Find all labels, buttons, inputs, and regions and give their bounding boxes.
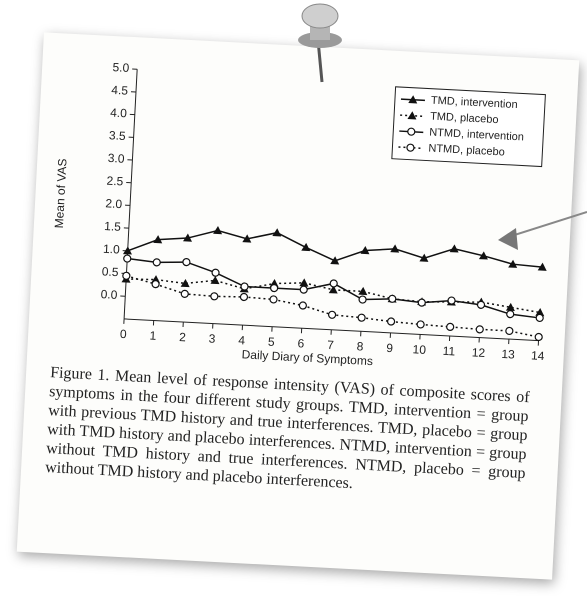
- x-tick-label: 6: [297, 336, 305, 350]
- point: [535, 307, 545, 317]
- point: [183, 233, 193, 242]
- point: [180, 289, 189, 298]
- point: [123, 254, 132, 263]
- point: [270, 283, 279, 293]
- x-tick-label: 5: [268, 335, 276, 349]
- figure-caption: Figure 1. Mean level of response intensi…: [44, 364, 530, 493]
- point: [416, 320, 425, 329]
- x-tick-label: 12: [471, 345, 485, 360]
- y-tick-label: 1.5: [104, 219, 122, 234]
- point: [182, 258, 191, 267]
- point: [210, 275, 220, 285]
- point: [388, 294, 397, 303]
- point: [506, 310, 515, 319]
- point: [360, 246, 370, 255]
- legend-marker: [408, 95, 418, 104]
- pin-body: [310, 18, 330, 40]
- point: [419, 253, 429, 262]
- point: [508, 259, 518, 268]
- point: [358, 286, 368, 296]
- y-tick-label: 5.0: [112, 60, 130, 75]
- y-tick-label: 4.0: [110, 106, 128, 121]
- x-tick-label: 0: [120, 327, 128, 341]
- y-tick-label: 3.5: [109, 128, 127, 143]
- legend-box: [391, 86, 546, 168]
- point: [390, 244, 400, 253]
- y-tick-label: 0.0: [100, 287, 118, 302]
- legend-label: TMD, placebo: [430, 111, 499, 127]
- point: [357, 313, 366, 322]
- point: [476, 300, 486, 309]
- point: [301, 242, 311, 252]
- point: [449, 244, 459, 253]
- point: [299, 285, 308, 294]
- point: [122, 271, 131, 280]
- point: [211, 268, 220, 277]
- x-tick-label: 8: [356, 339, 364, 353]
- legend-label: NTMD, placebo: [428, 143, 505, 159]
- y-tick-label: 2.5: [106, 174, 124, 189]
- point: [299, 278, 309, 287]
- legend-label: TMD, intervention: [431, 95, 518, 112]
- point: [298, 301, 307, 310]
- paper-card: Mean of VAS Daily Diary of Symptoms 0.0 0…: [16, 32, 580, 580]
- point: [239, 292, 249, 302]
- point: [446, 322, 455, 332]
- point: [122, 246, 132, 255]
- chart: Mean of VAS Daily Diary of Symptoms 0.0 0…: [52, 60, 547, 368]
- point: [534, 332, 543, 342]
- point: [447, 296, 456, 305]
- point: [269, 295, 278, 304]
- x-tick-label: 13: [501, 347, 515, 362]
- point: [505, 302, 515, 312]
- legend-label: NTMD, intervention: [429, 127, 524, 144]
- series-line: [127, 229, 543, 268]
- point: [535, 313, 544, 323]
- y-tick-label: 0.5: [101, 264, 119, 279]
- point: [327, 310, 337, 319]
- x-tick-label: 2: [179, 330, 187, 344]
- x-tick-label: 4: [238, 333, 246, 347]
- point: [180, 278, 190, 288]
- x-axis-label: Daily Diary of Symptoms: [241, 347, 373, 368]
- legend-marker: [407, 111, 417, 120]
- point: [475, 325, 484, 334]
- x-tick-label: 7: [327, 338, 335, 352]
- y-tick-label: 4.5: [111, 83, 129, 98]
- point: [242, 234, 252, 243]
- point: [213, 226, 223, 235]
- x-tick-label: 3: [208, 332, 216, 346]
- point: [387, 317, 396, 326]
- y-tick-label: 2.0: [105, 196, 123, 211]
- y-tick-label: 3.0: [107, 151, 125, 166]
- pin-head: [301, 3, 339, 29]
- y-tick-label: 1.0: [103, 242, 121, 257]
- point: [417, 298, 426, 307]
- point: [272, 228, 282, 237]
- x-tick-label: 9: [386, 341, 394, 355]
- point: [330, 256, 340, 265]
- point: [329, 279, 338, 288]
- y-axis-label: Mean of VAS: [52, 158, 70, 228]
- point: [152, 258, 161, 267]
- point: [478, 251, 488, 260]
- x-tick-label: 10: [412, 342, 426, 357]
- point: [151, 280, 160, 289]
- x-tick-label: 1: [149, 328, 157, 342]
- point: [240, 282, 249, 291]
- legend-marker: [407, 127, 416, 136]
- point: [537, 262, 547, 271]
- point: [505, 326, 514, 336]
- point: [328, 285, 338, 294]
- point: [153, 235, 163, 244]
- point: [210, 292, 219, 301]
- point: [358, 295, 367, 304]
- x-tick-label: 14: [531, 348, 545, 363]
- x-tick-label: 11: [442, 344, 455, 359]
- legend-marker: [406, 143, 415, 152]
